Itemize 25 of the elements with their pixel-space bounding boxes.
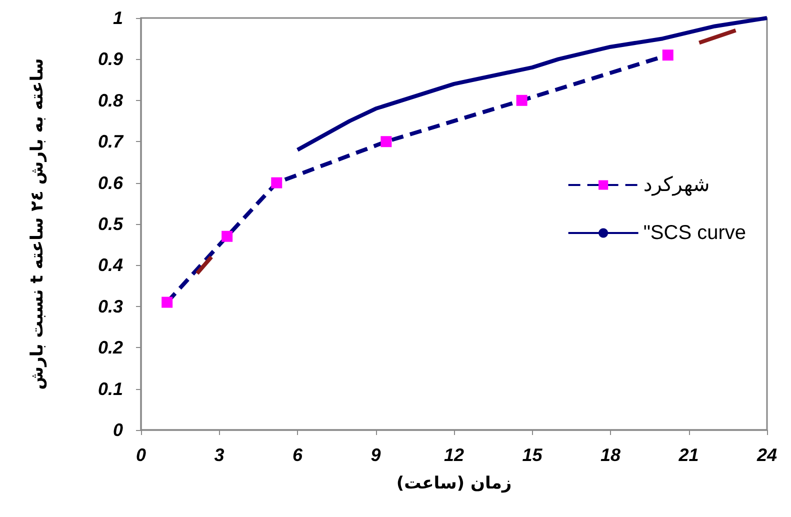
y-tick-label: 0.2	[98, 338, 123, 358]
x-tick-label: 0	[136, 445, 146, 465]
x-tick-label: 3	[214, 445, 224, 465]
y-tick-label: 0.6	[98, 172, 124, 193]
y-tick-label: 0.7	[98, 132, 124, 152]
x-tick-label: 12	[444, 445, 464, 465]
x-tick-label: 24	[756, 445, 778, 465]
line-series	[296, 16, 769, 152]
y-tick-label: 0.4	[98, 255, 123, 276]
y-tick-label: 0	[112, 420, 123, 440]
y-tick-label: 0.9	[98, 49, 123, 70]
x-tick-label: 6	[292, 445, 304, 465]
y-tick-label: 0.3	[98, 296, 123, 316]
legend-label: "SCS curve	[643, 222, 746, 244]
y-tick-label: 0.1	[98, 378, 123, 399]
y-tick-label: 0.5	[98, 214, 124, 234]
x-tick-label: 18	[600, 445, 621, 465]
legend-label: شهرکرد	[643, 174, 710, 196]
y-tick-label: 1	[112, 8, 123, 28]
y-tick-label: 0.8	[98, 90, 123, 110]
x-tick-label: 9	[370, 445, 381, 465]
x-tick-label: 21	[678, 445, 699, 465]
x-axis-title: زمان (ساعت)	[396, 474, 512, 494]
y-axis-title: نسبت بارش t ساعته به بارش ٢٤ ساعته	[28, 58, 48, 390]
x-tick-label: 15	[522, 445, 544, 465]
